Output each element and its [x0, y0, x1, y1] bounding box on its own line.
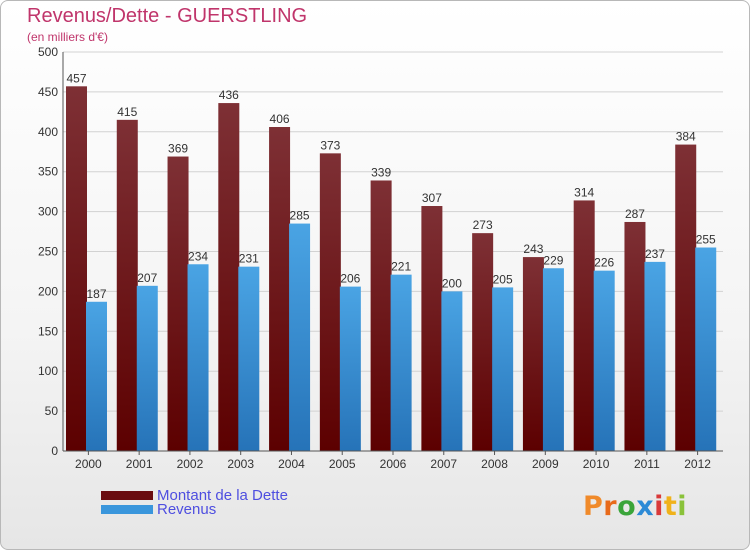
x-tick-label-2000: 2000 — [75, 457, 102, 471]
x-tick-label-2008: 2008 — [481, 457, 508, 471]
bar-revenue-2008 — [492, 287, 514, 451]
x-tick-label-2007: 2007 — [430, 457, 457, 471]
bar-revenue-2001 — [136, 285, 158, 451]
legend-item-revenue: Revenus — [101, 500, 217, 518]
data-label-revenue-2011: 237 — [645, 247, 665, 261]
y-tick-label: 400 — [38, 125, 58, 139]
data-label-debt-2006: 339 — [371, 165, 391, 179]
logo-letter: i — [677, 491, 688, 522]
legend-swatch-revenue — [101, 504, 153, 514]
data-label-debt-2011: 287 — [625, 207, 645, 221]
proxiti-logo: Proxiti — [583, 491, 687, 522]
bar-debt-2011 — [624, 221, 646, 451]
legend-label-revenue: Revenus — [157, 500, 217, 518]
legend-label-debt: Montant de la Dette — [157, 486, 288, 504]
y-tick-label: 0 — [51, 444, 58, 458]
bar-revenue-2010 — [593, 270, 615, 451]
x-tick-label-2011: 2011 — [634, 457, 660, 471]
bar-revenue-2003 — [238, 266, 260, 451]
data-label-debt-2007: 307 — [422, 191, 442, 205]
x-tick-label-2009: 2009 — [532, 457, 559, 471]
chart-title: Revenus/Dette - GUERSTLING — [27, 5, 308, 27]
data-label-debt-2005: 373 — [320, 138, 340, 152]
bar-revenue-2004 — [289, 223, 311, 451]
x-tick-label-2010: 2010 — [583, 457, 610, 471]
bar-revenue-2006 — [390, 274, 412, 451]
logo-letter: r — [603, 491, 618, 522]
data-label-revenue-2001: 207 — [137, 271, 157, 285]
data-label-revenue-2004: 285 — [290, 209, 310, 223]
data-label-revenue-2007: 200 — [442, 276, 462, 290]
data-label-revenue-2005: 206 — [340, 272, 360, 286]
bar-debt-2000 — [66, 86, 87, 452]
x-tick-label-2004: 2004 — [278, 457, 305, 471]
data-label-revenue-2006: 221 — [391, 260, 411, 274]
bar-debt-2008 — [472, 233, 494, 451]
bar-revenue-2012 — [695, 247, 717, 451]
x-tick-label-2012: 2012 — [684, 457, 711, 471]
y-tick-label: 450 — [38, 85, 58, 99]
data-label-revenue-2008: 205 — [493, 272, 513, 286]
x-tick-label-2006: 2006 — [380, 457, 407, 471]
data-label-debt-2012: 384 — [676, 130, 696, 144]
chart-subtitle: (en milliers d'€) — [27, 30, 108, 44]
data-label-revenue-2012: 255 — [696, 233, 716, 247]
bar-debt-2003 — [218, 103, 240, 452]
data-label-revenue-2002: 234 — [188, 249, 208, 263]
x-tick-label-2005: 2005 — [329, 457, 356, 471]
data-label-revenue-2003: 231 — [239, 252, 259, 266]
logo-letter: o — [617, 491, 637, 522]
data-label-debt-2004: 406 — [270, 112, 290, 126]
bar-debt-2001 — [116, 119, 138, 451]
data-label-debt-2009: 243 — [523, 242, 543, 256]
bar-revenue-2007 — [441, 291, 463, 451]
data-label-revenue-2009: 229 — [543, 253, 563, 267]
logo-letter: x — [636, 491, 655, 522]
bar-debt-2006 — [370, 180, 392, 451]
data-label-revenue-2010: 226 — [594, 256, 614, 270]
legend-item-debt: Montant de la Dette — [101, 486, 288, 504]
y-tick-label: 350 — [38, 165, 58, 179]
logo-letter: P — [583, 491, 604, 522]
data-label-debt-2003: 436 — [219, 88, 239, 102]
axes: 0 50 100 150 200 250 300 350 400 450 500 2000 2001 20… — [38, 45, 723, 471]
x-tick-label-2003: 2003 — [227, 457, 254, 471]
y-tick-label: 100 — [38, 364, 58, 378]
bar-revenue-2011 — [644, 261, 666, 451]
data-label-debt-2000: 457 — [66, 71, 86, 85]
bar-debt-2009 — [522, 257, 544, 451]
bar-debt-2012 — [675, 144, 697, 451]
bar-revenue-2009 — [542, 268, 564, 451]
bars — [66, 86, 717, 452]
data-label-debt-2002: 369 — [168, 142, 188, 156]
legend-swatch-debt — [101, 490, 153, 500]
x-tick-label-2002: 2002 — [177, 457, 204, 471]
y-tick-label: 150 — [38, 324, 58, 338]
data-label-debt-2001: 415 — [117, 105, 137, 119]
bar-revenue-2002 — [187, 264, 209, 451]
bar-debt-2004 — [269, 127, 291, 452]
data-label-debt-2008: 273 — [473, 218, 493, 232]
data-label-revenue-2000: 187 — [86, 287, 106, 301]
y-tick-label: 200 — [38, 284, 58, 298]
x-tick-label-2001: 2001 — [126, 457, 153, 471]
bar-debt-2010 — [573, 200, 595, 451]
y-tick-label: 250 — [38, 245, 58, 259]
data-labels: 457 415 369 436 406 373 339 307 273 243 314 287 384 1… — [66, 71, 716, 300]
y-tick-label: 300 — [38, 205, 58, 219]
logo-letter: i — [654, 491, 664, 522]
bar-debt-2002 — [167, 156, 189, 451]
y-tick-label: 500 — [38, 45, 58, 59]
logo-letter: t — [663, 491, 678, 522]
bar-debt-2007 — [421, 206, 443, 451]
y-tick-label: 50 — [45, 404, 59, 418]
bar-revenue-2005 — [339, 286, 361, 451]
bar-debt-2005 — [319, 153, 341, 451]
bar-revenue-2000 — [86, 301, 107, 451]
data-label-debt-2010: 314 — [574, 185, 594, 199]
